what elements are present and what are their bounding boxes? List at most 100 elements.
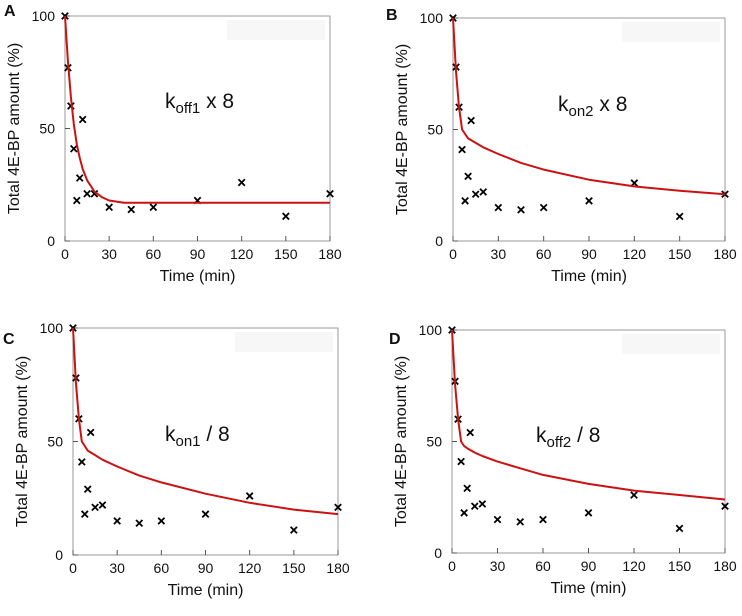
x-axis-label: Time (min) — [551, 580, 627, 597]
y-tick-label: 100 — [420, 10, 444, 26]
y-tick-label: 50 — [39, 121, 55, 137]
x-tick-label: 120 — [622, 558, 646, 574]
y-tick-label: 0 — [55, 547, 63, 563]
data-point-marker — [539, 203, 548, 212]
x-tick-label: 90 — [581, 558, 597, 574]
x-tick-label: 30 — [490, 558, 506, 574]
data-point-marker — [471, 190, 480, 199]
data-point-marker — [460, 509, 468, 517]
panel-d: D 0 30 60 90 120 150 180 0 50 100 Time (min) Total 4… — [389, 322, 737, 597]
y-tick-label: 0 — [434, 545, 442, 561]
annotation-suffix: / 8 — [201, 423, 230, 446]
parameter-annotation: kon2 x 8 — [558, 93, 627, 120]
data-point-marker — [61, 12, 69, 20]
data-point-marker — [135, 519, 144, 528]
panel-a: A 0 30 60 90 120 150 180 0 50 100 Time (min) Total 4… — [4, 3, 342, 285]
x-tick-label: 150 — [668, 246, 692, 262]
y-tick-label: 50 — [426, 434, 442, 450]
parameter-annotation: koff2 / 8 — [536, 424, 600, 451]
y-axis-label: Total 4E-BP amount (%) — [14, 356, 31, 527]
data-point-marker — [75, 174, 84, 182]
data-point-marker — [463, 484, 472, 493]
data-point-marker — [83, 189, 91, 198]
data-point-marker — [77, 458, 86, 466]
data-point-marker — [516, 517, 525, 526]
data-point-marker — [721, 502, 729, 511]
data-point-marker — [86, 428, 95, 437]
plot-frame — [64, 15, 331, 242]
x-tick-label: 0 — [448, 558, 456, 574]
x-tick-label: 30 — [491, 246, 507, 262]
data-point-marker — [78, 115, 87, 124]
legend-box — [235, 332, 333, 352]
data-point-marker — [461, 197, 469, 205]
data-point-marker — [201, 510, 210, 518]
x-tick-label: 180 — [713, 246, 737, 262]
parameter-annotation: koff1 x 8 — [165, 90, 234, 117]
x-tick-label: 120 — [623, 246, 647, 262]
data-point-marker — [237, 178, 246, 187]
x-tick-label: 0 — [69, 560, 77, 576]
legend-box — [622, 334, 720, 354]
data-point-marker — [69, 144, 78, 153]
model-fit-line — [451, 329, 726, 501]
y-tick-label: 50 — [427, 122, 443, 138]
parameter-annotation: kon1 / 8 — [165, 423, 230, 450]
data-point-marker — [457, 457, 465, 466]
annotation-base: k — [558, 93, 569, 116]
x-tick-label: 60 — [146, 246, 162, 262]
panel-letter: B — [386, 7, 398, 24]
legend-box — [227, 20, 325, 40]
data-point-marker — [326, 189, 334, 198]
annotation-suffix: x 8 — [200, 90, 234, 113]
data-point-marker — [493, 515, 502, 524]
data-point-marker — [675, 212, 684, 221]
y-axis-label: Total 4E-BP amount (%) — [393, 356, 410, 527]
annotation-base: k — [536, 424, 547, 447]
legend-box — [622, 22, 720, 42]
x-tick-label: 90 — [190, 246, 206, 262]
data-point-marker — [466, 428, 475, 437]
data-point-marker — [105, 203, 114, 212]
data-point-marker — [467, 116, 475, 125]
x-axis-label: Time (min) — [551, 268, 627, 285]
data-point-marker — [478, 500, 487, 508]
data-point-marker — [675, 524, 684, 533]
panel-letter: C — [3, 331, 15, 348]
x-tick-label: 0 — [449, 246, 457, 262]
x-tick-label: 120 — [230, 246, 254, 262]
x-tick-label: 60 — [154, 560, 170, 576]
x-tick-label: 0 — [61, 246, 69, 262]
data-point-marker — [539, 515, 547, 524]
y-tick-label: 50 — [47, 434, 63, 450]
panel-c: C 0 30 60 90 120 150 180 0 50 100 Time (min) Total 4… — [3, 320, 350, 599]
x-tick-label: 30 — [101, 246, 117, 262]
model-fit-line — [64, 15, 330, 204]
panel-letter: D — [389, 331, 401, 348]
annotation-base: k — [165, 423, 176, 446]
data-point-marker — [113, 517, 122, 525]
data-point-marker — [72, 196, 81, 205]
annotation-suffix: x 8 — [594, 93, 628, 116]
data-point-marker — [149, 203, 158, 212]
y-tick-label: 100 — [40, 320, 64, 336]
panel-b: B 0 30 60 90 120 150 180 0 50 100 Time (min) Total 4… — [386, 7, 737, 285]
y-axis-label: Total 4E-BP amount (%) — [6, 43, 23, 214]
model-fit-line — [72, 327, 339, 516]
x-tick-label: 120 — [238, 560, 262, 576]
data-point-marker — [630, 491, 638, 499]
data-point-marker — [80, 510, 89, 518]
annotation-subscript: off2 — [547, 434, 572, 451]
x-tick-label: 180 — [713, 558, 737, 574]
x-tick-label: 180 — [326, 560, 350, 576]
data-point-marker — [517, 205, 525, 214]
x-tick-label: 90 — [198, 560, 214, 576]
data-point-marker — [584, 509, 593, 517]
data-point-marker — [585, 197, 593, 205]
y-tick-label: 0 — [47, 233, 55, 249]
plot-frame — [452, 17, 726, 242]
y-tick-label: 0 — [435, 233, 443, 249]
y-tick-label: 100 — [419, 322, 443, 338]
annotation-subscript: off1 — [176, 100, 201, 117]
